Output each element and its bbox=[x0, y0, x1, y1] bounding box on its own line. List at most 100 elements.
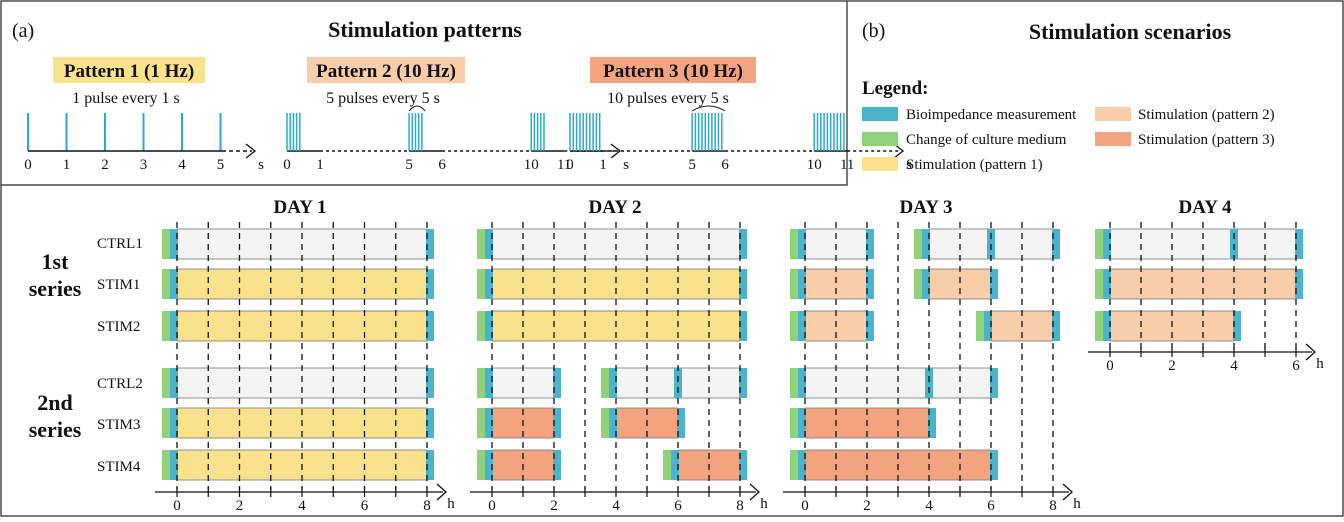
legend-swatch-pattern2 bbox=[1095, 107, 1131, 121]
bioimpedance-marker bbox=[426, 450, 434, 480]
day-4-title: DAY 4 bbox=[1179, 197, 1232, 218]
bioimpedance-marker bbox=[798, 229, 806, 259]
medium-change-marker bbox=[790, 450, 798, 480]
series-2-label: 2nd series bbox=[29, 390, 82, 442]
day-3-unit-label: h bbox=[1073, 496, 1081, 512]
medium-change-marker bbox=[1095, 311, 1103, 341]
day-1-tick-label: 4 bbox=[298, 498, 306, 514]
medium-change-marker bbox=[162, 408, 170, 438]
medium-change-marker bbox=[790, 368, 798, 398]
pattern-3-tick-label: 6 bbox=[721, 157, 729, 173]
day-3-title: DAY 3 bbox=[900, 197, 953, 218]
pattern-1-tick-label: 3 bbox=[140, 157, 148, 173]
pattern-1-tick-label: 5 bbox=[217, 157, 225, 173]
bioimpedance-marker bbox=[674, 368, 682, 398]
bioimpedance-marker bbox=[426, 311, 434, 341]
day-2-tick-label: 6 bbox=[674, 498, 682, 514]
panel-a-label: (a) bbox=[12, 20, 34, 42]
panel-a-title: Stimulation patterns bbox=[328, 17, 522, 42]
pattern-3-tick-label: 1 bbox=[599, 157, 607, 173]
bioimpedance-marker bbox=[739, 229, 747, 259]
bioimpedance-marker bbox=[798, 368, 806, 398]
day-3-tick-label: 8 bbox=[1049, 498, 1057, 514]
bioimpedance-marker bbox=[1295, 229, 1303, 259]
day-2-title: DAY 2 bbox=[589, 197, 642, 218]
legend: Bioimpedance measurement Change of cultu… bbox=[862, 107, 1275, 173]
medium-change-marker bbox=[914, 269, 922, 299]
schedule-bar-stim1-pattern2 bbox=[804, 268, 868, 300]
bioimpedance-marker bbox=[553, 408, 561, 438]
bioimpedance-marker bbox=[1103, 269, 1111, 299]
legend-swatch-pattern1 bbox=[862, 157, 898, 171]
legend-swatch-pattern3 bbox=[1095, 132, 1131, 146]
day-4-tick-label: 2 bbox=[1168, 358, 1176, 374]
bioimpedance-marker bbox=[485, 368, 493, 398]
pattern-1-tick-label: 1 bbox=[63, 157, 71, 173]
day-4-timeline: h 0 2 4 6 bbox=[1088, 222, 1324, 374]
row-label-stim1: STIM1 bbox=[97, 277, 140, 293]
bioimpedance-marker bbox=[170, 408, 178, 438]
medium-change-marker bbox=[162, 229, 170, 259]
schedule-bar-stim1-pattern2 bbox=[928, 268, 992, 300]
bioimpedance-marker bbox=[866, 269, 874, 299]
schedule-bar-ctrl2-control bbox=[677, 367, 741, 399]
pattern-1-tick-label: 4 bbox=[178, 157, 186, 173]
medium-change-marker bbox=[914, 229, 922, 259]
medium-change-marker bbox=[162, 311, 170, 341]
day-1-timeline: h 0 2 4 6 8 bbox=[155, 222, 455, 514]
bioimpedance-marker bbox=[739, 311, 747, 341]
medium-change-marker bbox=[790, 229, 798, 259]
panel-b-title: Stimulation scenarios bbox=[1029, 19, 1232, 44]
bioimpedance-marker bbox=[1295, 269, 1303, 299]
bioimpedance-marker bbox=[485, 450, 493, 480]
bioimpedance-marker bbox=[925, 368, 933, 398]
row-label-ctrl2: CTRL2 bbox=[97, 376, 143, 392]
row-label-stim3: STIM3 bbox=[97, 417, 140, 433]
day-4-tick-label: 6 bbox=[1292, 358, 1300, 374]
bioimpedance-marker bbox=[922, 269, 930, 299]
pattern-2-tick-label: 1 bbox=[316, 157, 324, 173]
day-4-tick-label: 4 bbox=[1230, 358, 1238, 374]
pattern-2-tick-label: 0 bbox=[283, 157, 291, 173]
bioimpedance-marker bbox=[553, 368, 561, 398]
bioimpedance-marker bbox=[609, 408, 617, 438]
legend-label-pattern3: Stimulation (pattern 3) bbox=[1138, 132, 1275, 148]
bioimpedance-marker bbox=[609, 368, 617, 398]
day-1-tick-label: 2 bbox=[236, 498, 244, 514]
medium-change-marker bbox=[976, 311, 984, 341]
schedule-bar-stim1-pattern1 bbox=[176, 268, 428, 300]
bioimpedance-marker bbox=[928, 408, 936, 438]
panel-a-border bbox=[1, 1, 848, 186]
day-2-arrowhead bbox=[749, 483, 760, 501]
day-3-tick-label: 0 bbox=[801, 498, 809, 514]
pattern-1-tick-label: 0 bbox=[24, 157, 32, 173]
bioimpedance-marker bbox=[1103, 229, 1111, 259]
pattern-2-title-box bbox=[307, 57, 465, 83]
bioimpedance-marker bbox=[426, 368, 434, 398]
bioimpedance-marker bbox=[553, 450, 561, 480]
legend-swatch-bioimpedance bbox=[862, 107, 898, 121]
bioimpedance-marker bbox=[170, 269, 178, 299]
medium-change-marker bbox=[790, 311, 798, 341]
row-label-ctrl1: CTRL1 bbox=[97, 236, 143, 252]
medium-change-marker bbox=[663, 450, 671, 480]
legend-swatch-medium bbox=[862, 132, 898, 146]
day-1-title: DAY 1 bbox=[274, 197, 327, 218]
bioimpedance-marker bbox=[1052, 311, 1060, 341]
legend-label-pattern2: Stimulation (pattern 2) bbox=[1138, 107, 1275, 123]
pattern-1-tick-label: 2 bbox=[101, 157, 109, 173]
bioimpedance-marker bbox=[739, 269, 747, 299]
bioimpedance-marker bbox=[677, 408, 685, 438]
day-2-timeline: h 0 2 4 6 8 bbox=[470, 222, 768, 514]
pattern-2-brace bbox=[408, 105, 426, 112]
bioimpedance-marker bbox=[1233, 311, 1241, 341]
day-3-tick-label: 2 bbox=[863, 498, 871, 514]
pattern-2-subtitle: 5 pulses every 5 s bbox=[326, 90, 440, 107]
schedule-timelines: h0 2 4 6 8 h0 2 4 6 8 h0 2 4 6 8h0 2 4 6 bbox=[155, 222, 1324, 514]
pattern-1-diagram: 0 1 2 3 4 5 s bbox=[24, 113, 264, 173]
pattern-1-subtitle: 1 pulse every 1 s bbox=[72, 90, 180, 107]
bioimpedance-marker bbox=[485, 311, 493, 341]
schedule-bar-ctrl2-control bbox=[176, 367, 428, 399]
day-2-tick-label: 4 bbox=[612, 498, 620, 514]
